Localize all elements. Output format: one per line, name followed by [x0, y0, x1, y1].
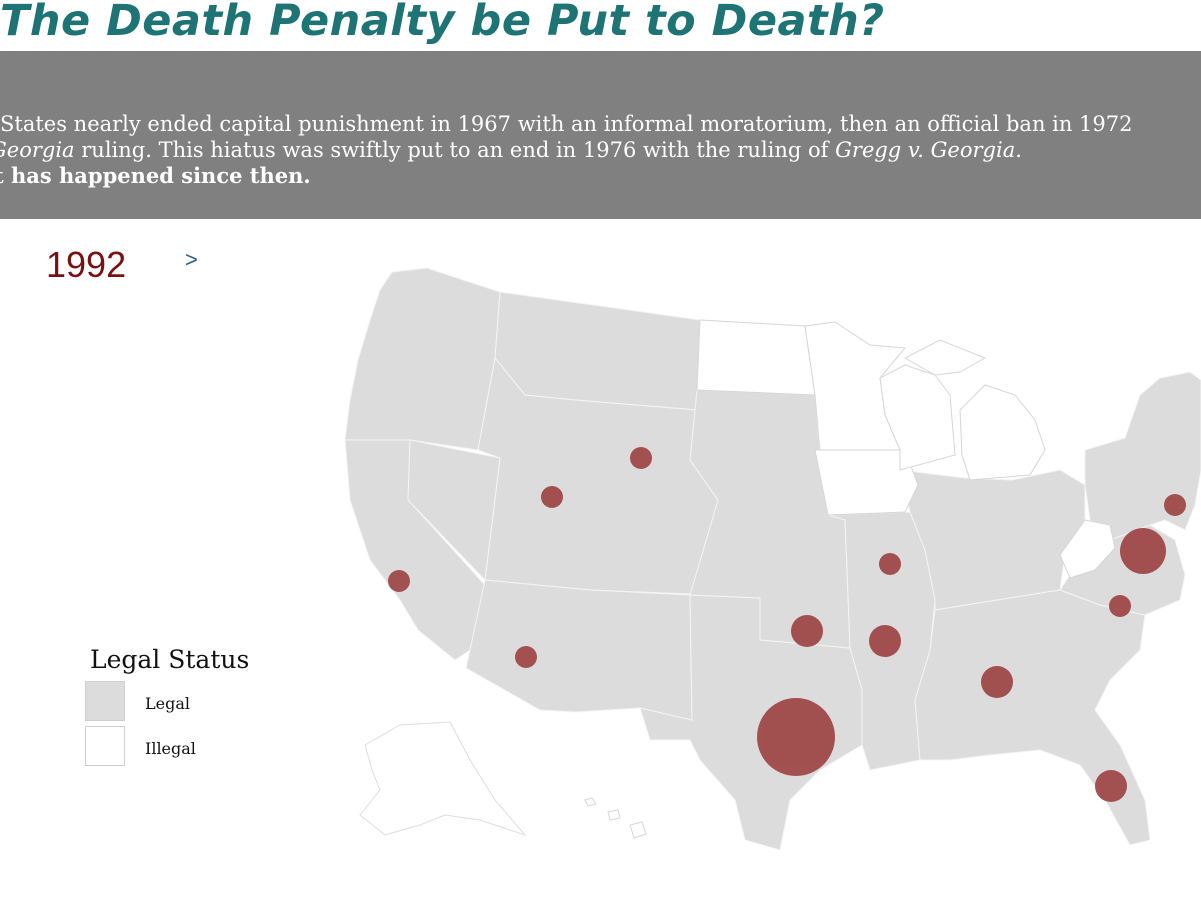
- page-title: The Death Penalty be Put to Death?: [0, 0, 885, 46]
- state-washington-oregon[interactable]: [344, 267, 501, 451]
- intro-line-1: States nearly ended capital punishment i…: [0, 112, 1133, 136]
- legend: Legal Status Legal Illegal: [85, 645, 250, 766]
- bubble-wyoming: [630, 447, 652, 469]
- year-label: 1992: [46, 244, 127, 285]
- legal-swatch: [85, 681, 125, 721]
- state-wisconsin[interactable]: [879, 364, 956, 471]
- bubble-utah: [541, 486, 563, 508]
- bubble-arkansas: [869, 625, 901, 657]
- state-montana[interactable]: [494, 291, 701, 411]
- intro-line-2-text: ruling. This hiatus was swiftly put to a…: [74, 138, 836, 162]
- state-southwest[interactable]: [465, 579, 693, 721]
- bubble-alabama: [981, 666, 1013, 698]
- state-northeast[interactable]: [1084, 371, 1201, 541]
- execution-bubbles: [388, 447, 1186, 802]
- intro-line-2-end: .: [1015, 138, 1022, 162]
- bubble-texas: [757, 698, 835, 776]
- illegal-states: [359, 319, 1116, 839]
- intro-line-2: Georgia ruling. This hiatus was swiftly …: [0, 137, 1022, 163]
- illegal-swatch: [85, 726, 125, 766]
- state-west-virginia[interactable]: [1059, 519, 1116, 579]
- next-year-button[interactable]: >: [185, 247, 198, 272]
- state-deep-south[interactable]: [914, 589, 1151, 846]
- intro-line-3: t has happened since then.: [0, 163, 311, 188]
- legend-label-legal: Legal: [145, 694, 190, 713]
- bubble-virginia: [1120, 528, 1166, 574]
- bubble-missouri: [879, 553, 901, 575]
- legend-item-legal: Legal: [85, 681, 245, 723]
- state-alaska[interactable]: [359, 721, 527, 837]
- state-north-dakota[interactable]: [696, 319, 816, 396]
- bubble-delaware: [1164, 494, 1186, 516]
- legend-title: Legal Status: [90, 645, 250, 674]
- bubble-north-carolina: [1109, 595, 1131, 617]
- state-hawaii[interactable]: [584, 797, 647, 839]
- state-regions: [344, 267, 1201, 851]
- bubble-california: [388, 570, 410, 592]
- bubble-oklahoma: [791, 615, 823, 647]
- legend-label-illegal: Illegal: [145, 739, 196, 758]
- state-michigan[interactable]: [903, 339, 1046, 481]
- case-name-gregg: Gregg v. Georgia: [835, 138, 1016, 162]
- legend-item-illegal: Illegal: [85, 726, 245, 768]
- intro-banner: States nearly ended capital punishment i…: [0, 51, 1201, 219]
- state-iowa[interactable]: [814, 449, 919, 516]
- case-name-georgia: Georgia: [0, 138, 75, 162]
- bubble-arizona: [515, 646, 537, 668]
- bubble-florida: [1095, 770, 1127, 802]
